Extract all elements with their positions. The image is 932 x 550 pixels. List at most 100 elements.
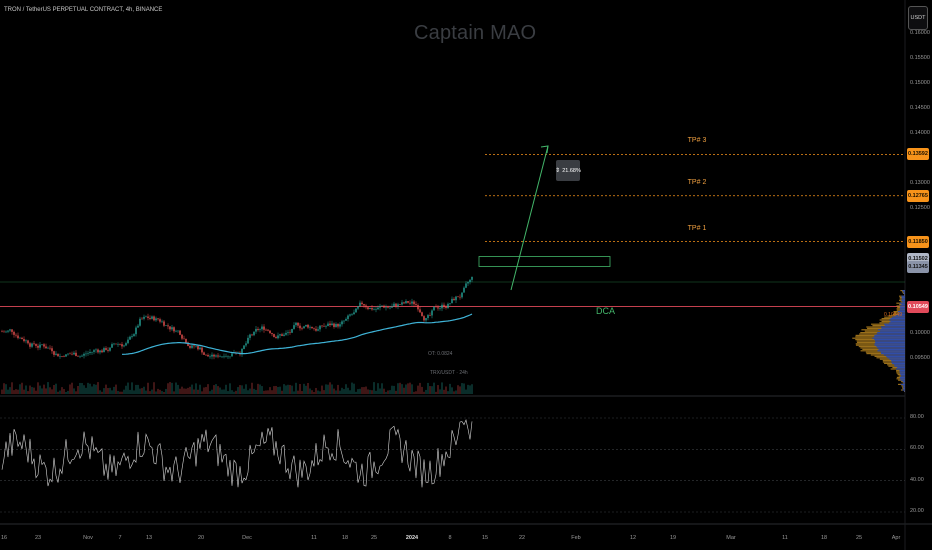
candle-body (173, 327, 175, 332)
volume-profile-bar (897, 311, 905, 313)
volume-profile-bar (902, 301, 905, 303)
candle-body (291, 328, 293, 333)
volume-profile-bar (889, 322, 905, 324)
candle-body (135, 327, 137, 335)
candle-body (147, 316, 149, 318)
candle-body (53, 351, 55, 355)
volume-profile-bar (901, 304, 905, 306)
candle-body (419, 309, 421, 313)
candle-body (465, 283, 467, 288)
volume-bar (399, 382, 401, 394)
volume-bar (251, 382, 253, 394)
volume-bar (381, 383, 383, 394)
volume-profile-bar (899, 371, 905, 373)
volume-profile-bar (890, 318, 905, 320)
candle-body (131, 336, 133, 337)
date-tick-label: 13 (145, 535, 153, 541)
volume-bar (225, 384, 227, 394)
candle-body (249, 334, 251, 338)
volume-bar (207, 384, 209, 394)
date-tick-label: 8 (448, 535, 452, 541)
price-tick-label: 0.16000 (910, 30, 930, 36)
candle-body (421, 312, 423, 317)
volume-bar (423, 391, 425, 394)
candle-body (341, 321, 343, 325)
candle-body (119, 344, 121, 345)
volume-bar (319, 391, 321, 394)
volume-profile-bar (890, 320, 905, 322)
price-tick-label: 0.14000 (910, 130, 930, 136)
candle-body (469, 279, 471, 283)
volume-bar (425, 389, 427, 394)
volume-bar (105, 384, 107, 394)
date-tick-label: 25 (370, 535, 378, 541)
volume-bar (215, 384, 217, 394)
candle-body (101, 350, 103, 353)
candle-body (285, 332, 287, 335)
currency-button[interactable]: USDT (908, 6, 928, 30)
candle-body (71, 353, 73, 355)
volume-profile-bar (875, 341, 905, 343)
volume-bar (439, 389, 441, 394)
candle-body (467, 282, 469, 284)
candle-body (65, 354, 67, 357)
candle-body (399, 304, 401, 305)
volume-profile-bar (874, 336, 905, 338)
candle-body (459, 296, 461, 298)
measure-box[interactable]: ⇕ 21.68% (555, 160, 581, 181)
volume-bar (103, 388, 105, 394)
volume-profile-bar (902, 389, 905, 391)
candle-body (213, 354, 215, 357)
candle-body (113, 343, 115, 345)
volume-profile-bar (887, 357, 905, 359)
volume-bar (195, 383, 197, 394)
volume-bar (25, 385, 27, 394)
candle-body (205, 354, 207, 356)
volume-bar (253, 388, 255, 394)
candle-body (307, 324, 309, 328)
candle-body (163, 321, 165, 326)
volume-profile-bar (886, 355, 905, 357)
date-tick-label: Mar (726, 535, 736, 541)
volume-bar (321, 385, 323, 394)
volume-bar (391, 385, 393, 394)
candle-body (187, 342, 189, 346)
volume-bar (311, 390, 313, 394)
volume-profile-bar (903, 388, 905, 390)
volume-bar (441, 382, 443, 394)
price-tick-label: 0.14500 (910, 105, 930, 111)
volume-profile-bar (899, 378, 905, 380)
candle-body (339, 324, 341, 327)
volume-bar (223, 389, 225, 394)
candle-body (461, 292, 463, 298)
volume-bar (275, 385, 277, 394)
volume-profile-bar (901, 298, 905, 300)
volume-bar (247, 390, 249, 394)
candle-body (263, 326, 265, 330)
volume-bar (471, 384, 473, 394)
date-tick-label: 22 (518, 535, 526, 541)
volume-profile-bar (893, 364, 905, 366)
volume-bar (99, 390, 101, 394)
candle-body (85, 353, 87, 355)
volume-profile-bar (876, 346, 905, 348)
volume-bar (57, 391, 59, 394)
volume-profile-bar (894, 315, 905, 317)
volume-bar (171, 382, 173, 394)
candle-body (133, 334, 135, 337)
volume-profile-bar (903, 382, 905, 384)
volume-bar (203, 387, 205, 394)
volume-bar (7, 389, 9, 394)
volume-bar (29, 385, 31, 394)
candle-body (221, 356, 223, 358)
candle-body (7, 330, 9, 332)
candle-body (211, 354, 213, 357)
candle-body (423, 316, 425, 321)
volume-bar (173, 391, 175, 394)
candle-body (463, 287, 465, 293)
candle-body (3, 331, 5, 333)
target-label-2: TP# 2 (687, 178, 707, 186)
volume-bar (181, 386, 183, 394)
volume-bar (67, 390, 69, 394)
